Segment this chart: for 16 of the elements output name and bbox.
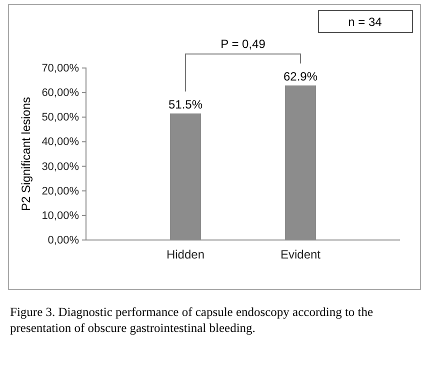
- text: P = 0,49: [220, 37, 266, 51]
- y-tick-label: 20,00%: [42, 185, 80, 198]
- data-label: 62.9%: [283, 69, 318, 84]
- y-tick-label: 60,00%: [42, 87, 80, 100]
- data-label: 51.5%: [168, 97, 203, 112]
- y-tick-label: 40,00%: [42, 136, 80, 148]
- y-tick-label: 70,00%: [42, 62, 80, 75]
- y-axis-title: P2 Significant lesions: [19, 96, 33, 212]
- y-tick-label: 10,00%: [42, 210, 80, 222]
- y-tick-label: 50,00%: [42, 112, 80, 124]
- y-tick-label: 0,00%: [48, 234, 80, 247]
- text: n = 34: [348, 15, 382, 29]
- x-tick-label: Hidden: [166, 248, 205, 262]
- caption: Figure 3. Diagnostic performance of capsule endoscopy according to the presentation of obscure gastrointestinal bleeding.: [10, 305, 374, 335]
- x-tick-label: Evident: [280, 248, 322, 262]
- y-tick-label: 30,00%: [42, 160, 80, 173]
